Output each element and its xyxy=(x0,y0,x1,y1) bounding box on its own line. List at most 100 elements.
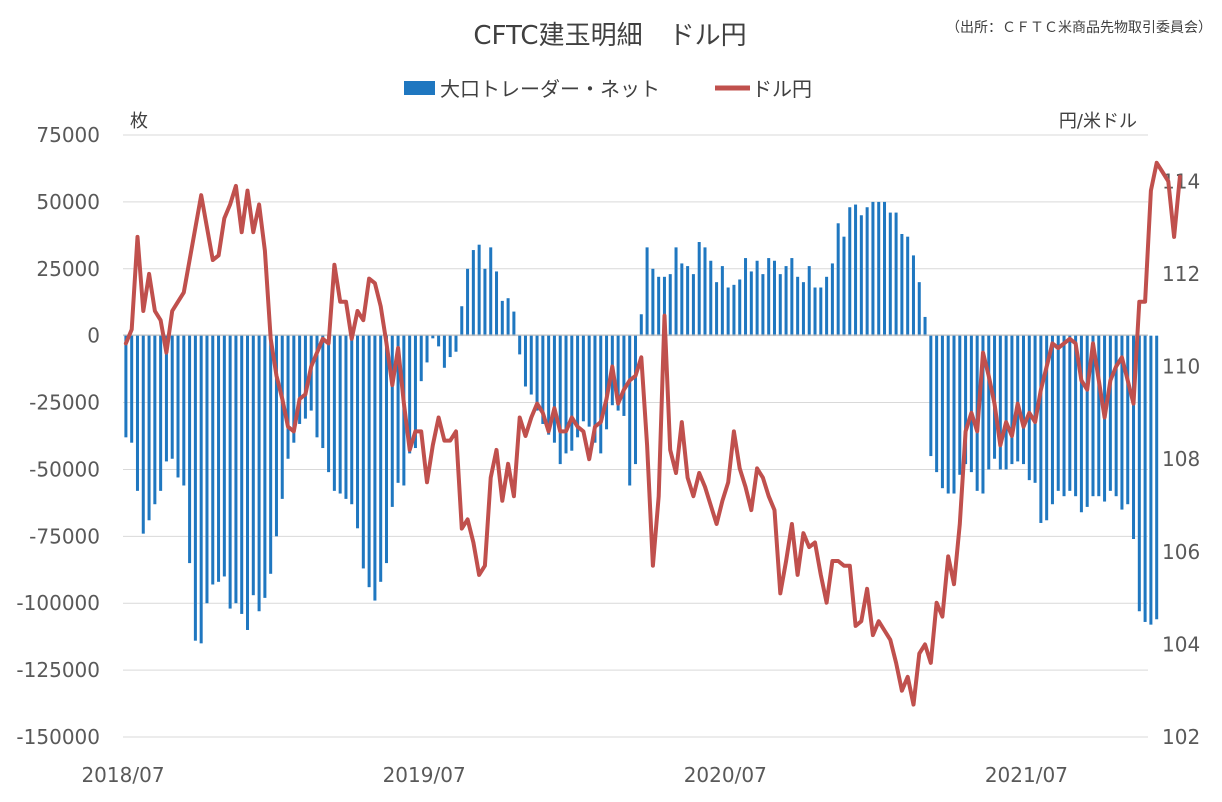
bar xyxy=(344,335,348,499)
bar xyxy=(506,298,510,336)
y-right-tick-label: 110 xyxy=(1162,355,1200,379)
y-left-tick-label: 25000 xyxy=(36,257,100,281)
bar xyxy=(576,335,580,438)
bar xyxy=(1033,335,1037,483)
bar xyxy=(969,335,973,473)
bar xyxy=(286,335,290,459)
bar xyxy=(900,233,904,336)
bar xyxy=(1120,335,1124,510)
bar xyxy=(1074,335,1078,497)
bar xyxy=(234,335,238,604)
bar xyxy=(819,287,823,336)
bar xyxy=(130,335,134,443)
bar xyxy=(929,335,933,457)
bar xyxy=(645,247,649,336)
bar xyxy=(124,335,128,438)
bar xyxy=(813,287,817,336)
bar xyxy=(1039,335,1043,523)
bar xyxy=(964,335,968,465)
bar xyxy=(755,260,759,336)
bar xyxy=(680,263,684,336)
bar xyxy=(263,335,267,598)
bar xyxy=(772,260,776,336)
bar xyxy=(761,274,765,336)
bar xyxy=(1126,335,1130,505)
bar xyxy=(1108,335,1112,491)
bar xyxy=(431,335,435,339)
bar xyxy=(587,335,591,427)
bar xyxy=(715,282,719,336)
bar xyxy=(958,335,962,475)
x-tick-label: 2018/07 xyxy=(81,763,164,787)
bar xyxy=(135,335,139,491)
bar xyxy=(483,268,487,336)
source-note: （出所：ＣＦＴＣ米商品先物取引委員会） xyxy=(946,20,1212,36)
bar xyxy=(605,335,609,430)
bar xyxy=(744,258,748,336)
bar xyxy=(807,266,811,336)
bar xyxy=(720,266,724,336)
bar xyxy=(246,335,250,630)
bar xyxy=(998,335,1002,470)
bar xyxy=(842,236,846,336)
bar xyxy=(460,306,464,336)
bar xyxy=(616,335,620,411)
bar xyxy=(593,335,597,443)
y-right-tick-label: 106 xyxy=(1162,540,1200,564)
bar xyxy=(211,335,215,585)
x-tick-label: 2020/07 xyxy=(684,763,767,787)
y-right-tick-label: 112 xyxy=(1162,262,1200,286)
bar xyxy=(801,282,805,336)
bar xyxy=(859,215,863,336)
bar xyxy=(633,335,638,465)
bar xyxy=(1155,335,1159,620)
bar xyxy=(686,266,690,336)
y-left-tick-label: -100000 xyxy=(16,591,100,615)
bar xyxy=(749,271,753,336)
bar xyxy=(315,335,319,438)
bar xyxy=(495,271,499,336)
bar xyxy=(442,335,446,368)
bar xyxy=(159,335,163,491)
y-left-unit-label: 枚 xyxy=(130,111,148,132)
bar xyxy=(790,258,794,336)
bar xyxy=(471,250,475,336)
bar xyxy=(1027,335,1031,481)
y-left-tick-label: -125000 xyxy=(16,658,100,682)
bar xyxy=(1050,335,1054,505)
bar xyxy=(836,223,840,336)
bar xyxy=(518,335,522,355)
y-right-tick-label: 104 xyxy=(1162,632,1200,656)
y-right-tick-label: 108 xyxy=(1162,447,1200,471)
bar xyxy=(1062,335,1066,497)
bar xyxy=(419,335,423,382)
bar xyxy=(338,335,342,494)
bar xyxy=(356,335,360,529)
bar xyxy=(1143,335,1147,622)
bar xyxy=(217,335,221,582)
bar xyxy=(825,276,829,336)
bar xyxy=(500,300,504,336)
bar xyxy=(767,258,771,336)
x-tick-label: 2021/07 xyxy=(985,763,1068,787)
bar xyxy=(726,287,730,336)
bar xyxy=(164,335,168,462)
bar xyxy=(865,207,869,336)
bar xyxy=(361,335,365,569)
bar xyxy=(1010,335,1014,465)
bar xyxy=(257,335,261,612)
bar xyxy=(153,335,157,505)
bar xyxy=(147,335,151,521)
bar xyxy=(940,335,944,489)
bar xyxy=(408,335,412,454)
bar xyxy=(888,212,892,336)
legend-bar-label: 大口トレーダー・ネット xyxy=(440,77,660,101)
bar xyxy=(662,276,666,336)
bar xyxy=(923,316,927,336)
y-right-unit-label: 円/米ドル xyxy=(1059,111,1137,132)
bar xyxy=(222,335,226,577)
bar xyxy=(292,335,296,443)
bar xyxy=(1068,335,1072,491)
